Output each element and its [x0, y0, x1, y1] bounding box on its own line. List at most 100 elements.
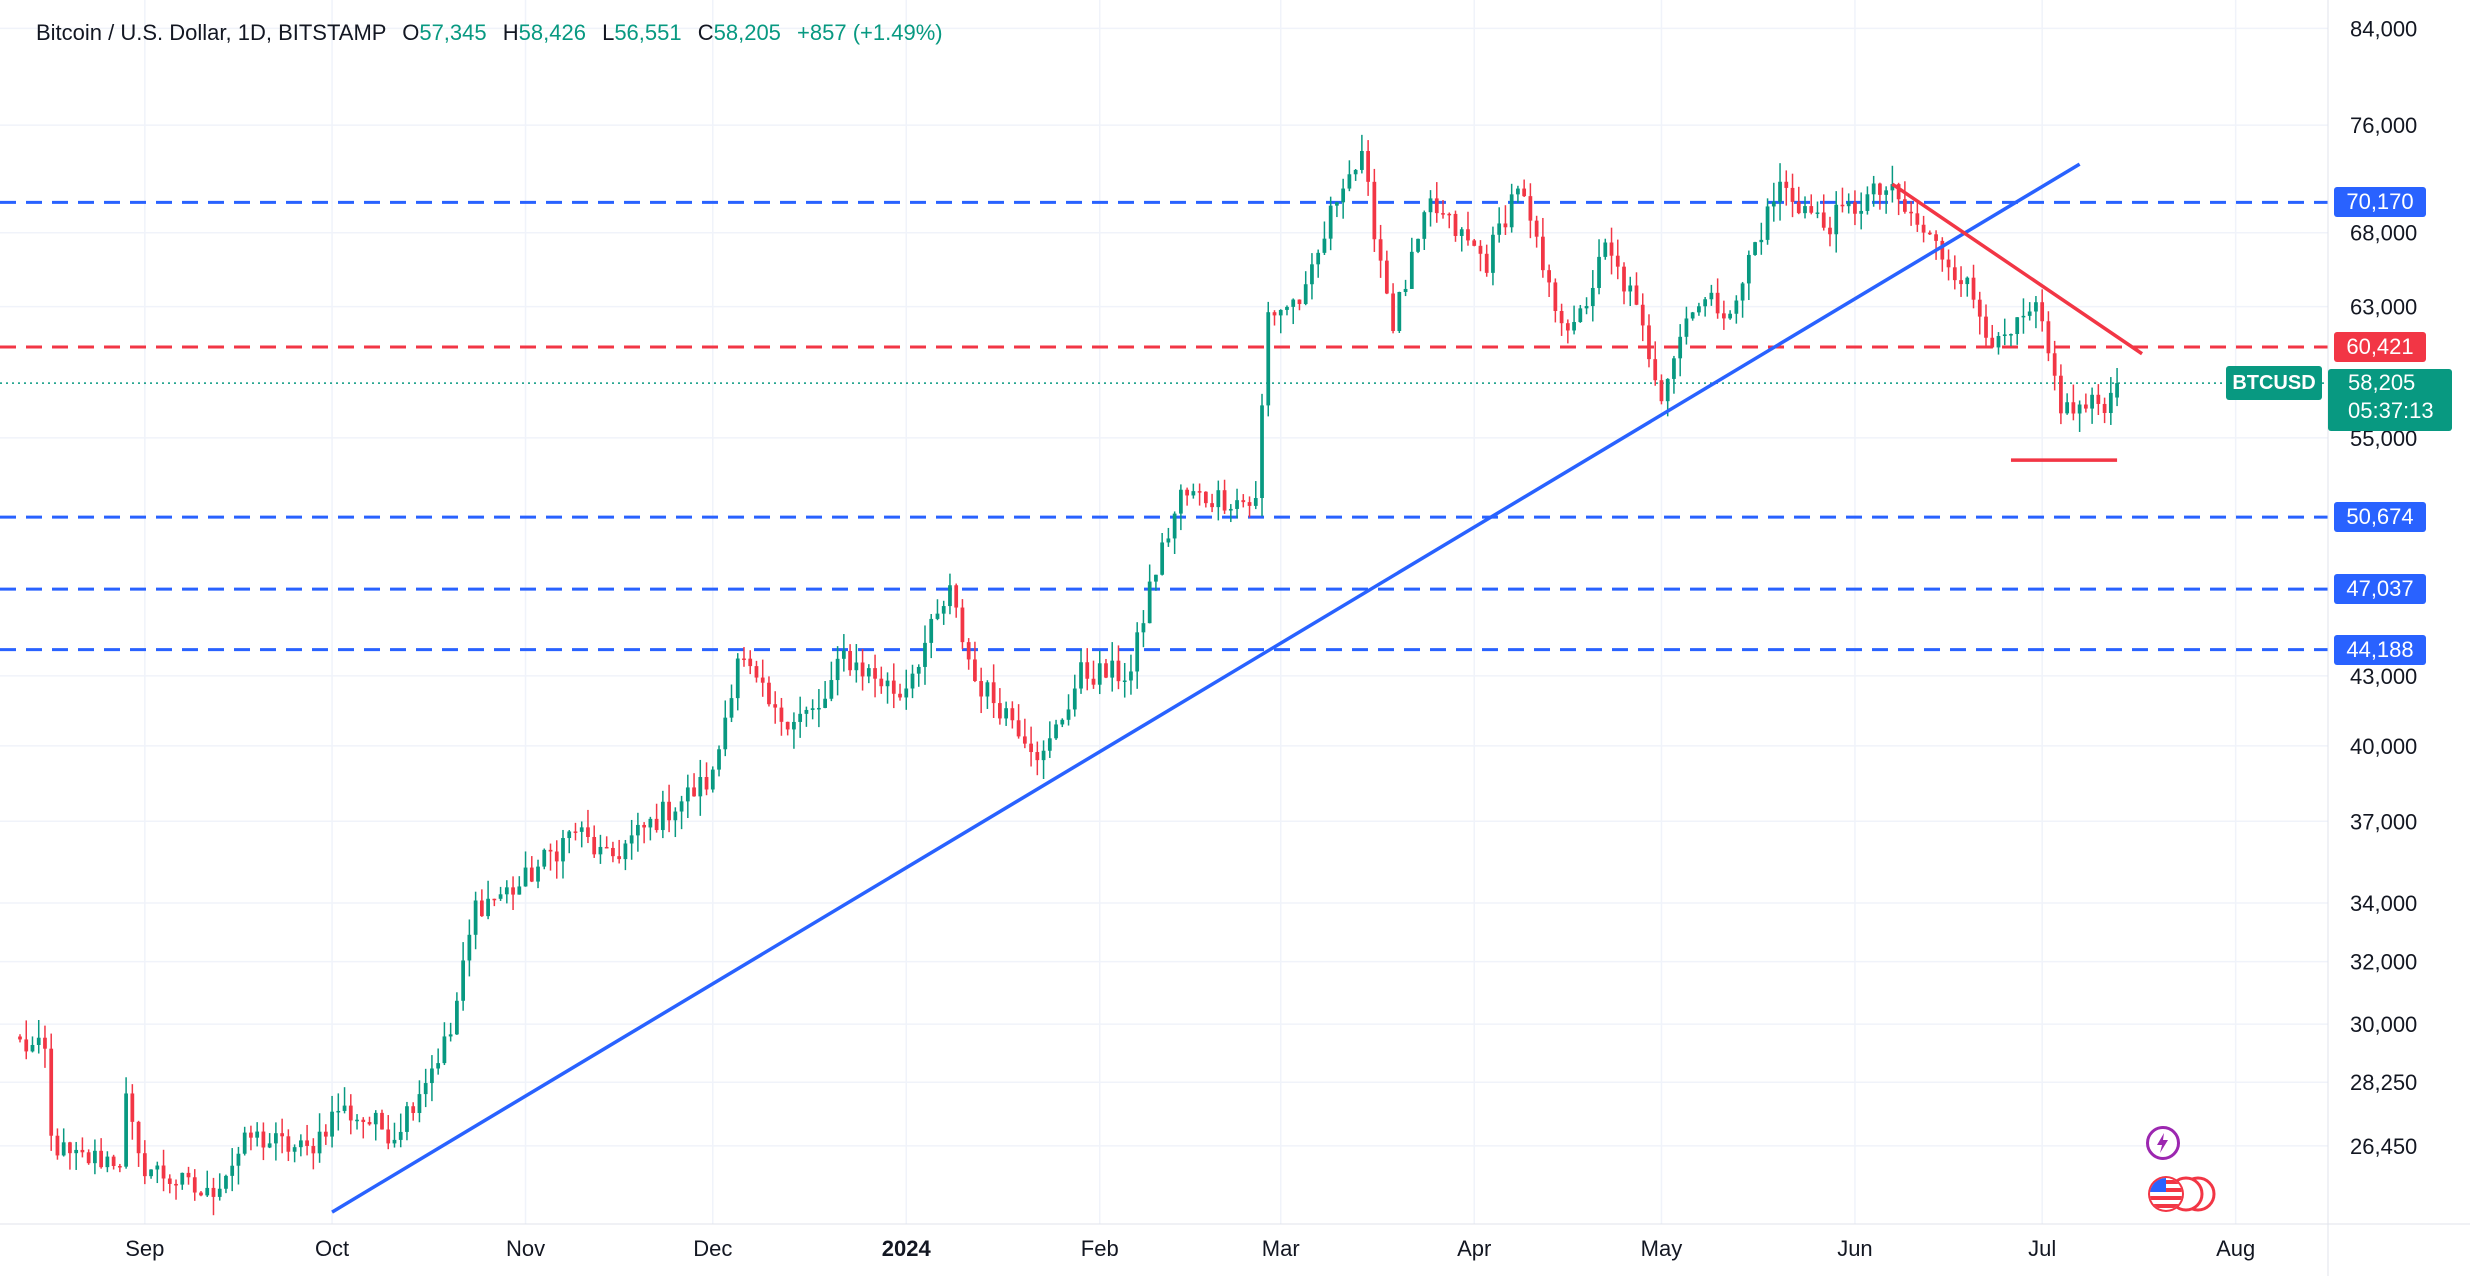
- candle-body: [1391, 293, 1395, 331]
- candle-body: [1409, 251, 1414, 289]
- candle-body: [1491, 234, 1495, 273]
- candle-body: [1441, 213, 1445, 215]
- candle-body: [611, 847, 615, 857]
- candle-body: [186, 1172, 191, 1178]
- candle-body: [1590, 287, 1595, 307]
- y-tick-label: 43,000: [2350, 664, 2417, 689]
- candle-body: [767, 682, 771, 705]
- candle-body: [1085, 662, 1090, 679]
- candle-body: [1291, 299, 1296, 307]
- candle-body: [760, 677, 765, 683]
- candle-body: [298, 1140, 303, 1148]
- candle-body: [529, 867, 534, 882]
- candle-body: [1459, 229, 1464, 236]
- candle-body: [1022, 736, 1027, 744]
- candle-body: [866, 668, 871, 677]
- candle-body: [1796, 201, 1801, 214]
- y-tick-label: 26,450: [2350, 1134, 2417, 1159]
- candle-body: [636, 824, 640, 836]
- grid-lines: [0, 0, 2328, 1224]
- candle-body: [2083, 404, 2088, 409]
- y-tick-label: 76,000: [2350, 113, 2417, 138]
- candle-body: [1447, 213, 1452, 216]
- candle-body: [1771, 201, 1776, 207]
- candle-body: [692, 787, 696, 797]
- candle-body: [461, 960, 466, 1001]
- candle-body: [479, 900, 484, 917]
- candle-body: [386, 1129, 391, 1144]
- candle-body: [817, 707, 821, 710]
- candle-body: [1640, 304, 1645, 326]
- candle-body: [1584, 306, 1589, 309]
- candle-body: [1790, 187, 1795, 202]
- legend-high-label: H: [502, 20, 519, 45]
- candle-body: [604, 846, 609, 849]
- candle-body: [1678, 336, 1683, 359]
- candle-body: [55, 1135, 60, 1156]
- candle-body: [523, 867, 528, 887]
- candle-body: [1859, 210, 1864, 214]
- candle-body: [1528, 196, 1533, 221]
- candle-body: [2096, 394, 2101, 404]
- candle-body: [2034, 302, 2038, 312]
- candle-body: [792, 721, 796, 730]
- trendlines: [331, 162, 2144, 1214]
- candle-body: [1977, 299, 1982, 317]
- candle-body: [1179, 489, 1183, 514]
- candle-body: [1759, 239, 1764, 243]
- candle-body: [2027, 311, 2032, 316]
- candle-body: [1041, 750, 1046, 761]
- candle-body: [848, 650, 852, 671]
- candle-body: [286, 1136, 291, 1152]
- candle-body: [1191, 491, 1196, 496]
- symbol-badge[interactable]: BTCUSD: [2226, 366, 2322, 401]
- candle-body: [1915, 213, 1920, 225]
- y-tick-label: 32,000: [2350, 950, 2417, 975]
- candle-body: [174, 1183, 178, 1186]
- candle-body: [1428, 198, 1433, 213]
- candle-body: [679, 801, 684, 812]
- candle-body: [486, 898, 490, 917]
- legend-open-value: 57,345: [419, 20, 487, 45]
- candle-body: [823, 698, 827, 708]
- candle-body: [1154, 574, 1158, 582]
- candle-body: [1347, 174, 1352, 189]
- candle-body: [1247, 502, 1252, 506]
- x-tick-label: Sep: [125, 1236, 164, 1261]
- candle-body: [1984, 316, 1988, 338]
- horizontal-levels: [0, 200, 2328, 652]
- level-badge: 50,674: [2334, 502, 2426, 533]
- candle-body: [30, 1044, 35, 1052]
- candle-body: [1878, 183, 1882, 195]
- candle-body: [1004, 708, 1008, 719]
- candle-body: [124, 1093, 128, 1167]
- candle-body: [1628, 285, 1633, 292]
- candle-body: [211, 1187, 216, 1197]
- y-tick-label: 30,000: [2350, 1012, 2417, 1037]
- us-flag-icon[interactable]: [2146, 1174, 2218, 1214]
- candle-body: [1054, 724, 1058, 739]
- candle-body: [517, 886, 522, 895]
- candle-body: [1715, 292, 1720, 314]
- candle-body: [723, 717, 728, 750]
- candle-body: [910, 673, 915, 689]
- candle-body: [1615, 255, 1620, 267]
- lightning-icon[interactable]: [2146, 1126, 2180, 1160]
- candle-body: [1647, 325, 1651, 360]
- candle-body: [1029, 743, 1033, 753]
- candle-body: [1665, 378, 1670, 402]
- candle-body: [292, 1147, 297, 1152]
- candle-body: [1228, 508, 1233, 511]
- candle-body: [467, 934, 472, 961]
- candle-body: [249, 1132, 253, 1138]
- candle-body: [230, 1165, 235, 1176]
- legend-open-label: O: [402, 20, 420, 45]
- candle-body: [1603, 242, 1608, 257]
- candle-body: [1366, 151, 1370, 182]
- candle-body: [2015, 317, 2020, 335]
- candles: [18, 134, 2119, 1216]
- candle-body: [1360, 151, 1364, 170]
